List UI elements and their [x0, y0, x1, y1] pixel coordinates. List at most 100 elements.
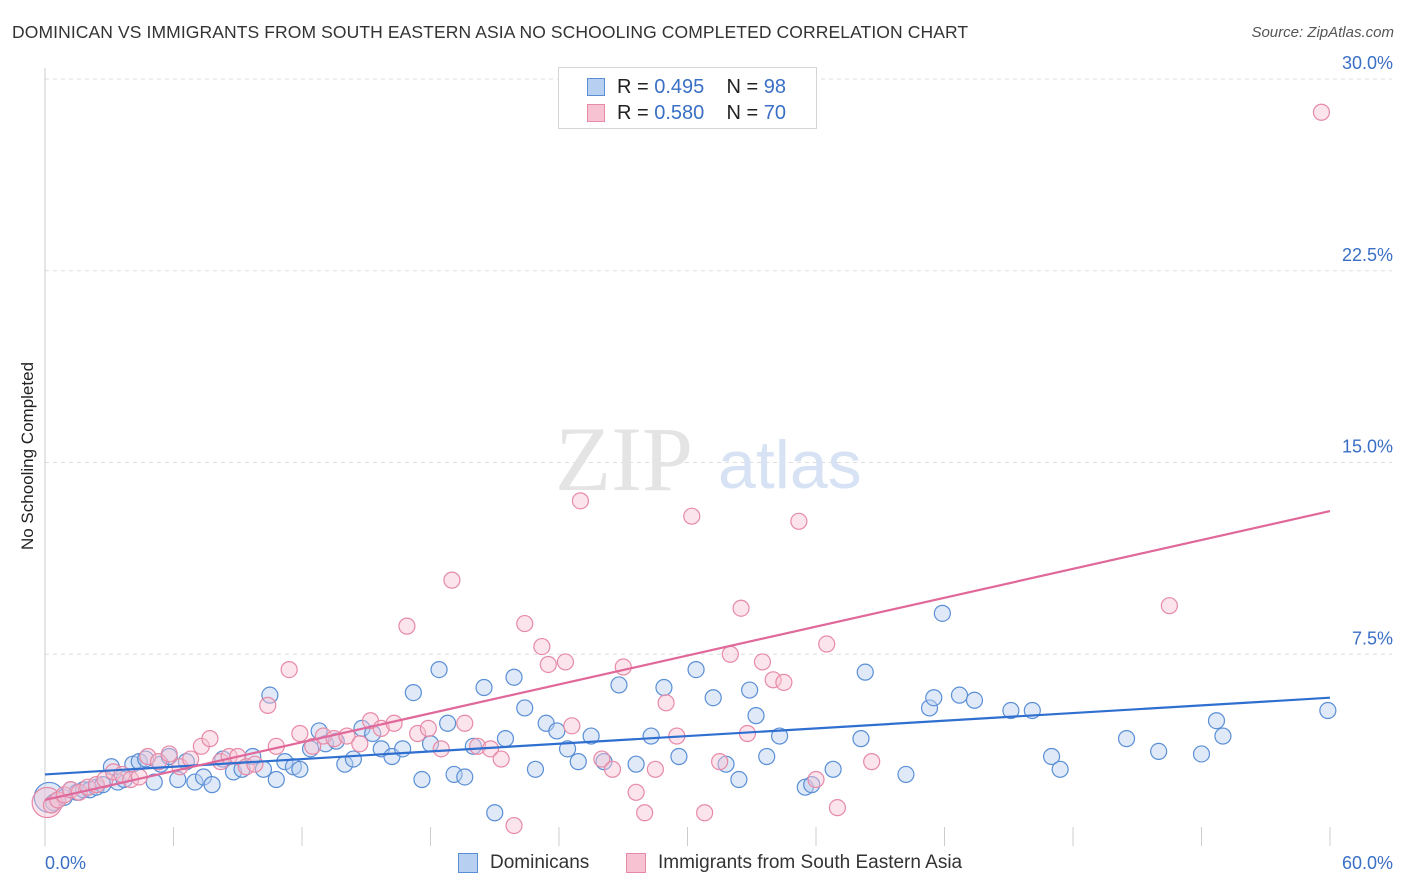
- x-tick-label: 0.0%: [45, 853, 86, 873]
- dominican-point: [642, 727, 660, 745]
- chart-title: DOMINICAN VS IMMIGRANTS FROM SOUTH EASTE…: [12, 22, 969, 42]
- dominican-point: [486, 804, 504, 822]
- immigrant-point: [351, 735, 369, 753]
- dominican-point: [445, 765, 463, 784]
- immigrant-point: [753, 653, 772, 671]
- immigrant-point: [139, 747, 157, 766]
- dominican-point: [569, 753, 587, 771]
- dominican-point: [856, 663, 874, 681]
- dominican-point: [548, 722, 566, 740]
- immigrants-points: [31, 103, 1331, 835]
- immigrant-point: [627, 783, 645, 801]
- immigrant-point: [419, 719, 437, 737]
- dominican-point: [610, 676, 628, 694]
- watermark: ZIP atlas: [555, 408, 862, 510]
- immigrant-point: [398, 617, 416, 635]
- r-value-dominicans: 0.495: [654, 76, 705, 98]
- dominicans-trend-line: [44, 696, 1331, 776]
- dominican-point: [137, 750, 155, 768]
- immigrant-point: [246, 755, 264, 773]
- immigrant-point: [636, 804, 654, 822]
- dominican-point: [920, 699, 939, 717]
- immigrant-point: [818, 635, 836, 653]
- dominican-point: [1192, 745, 1211, 763]
- immigrant-point: [516, 614, 534, 633]
- immigrant-point: [614, 658, 632, 676]
- dominican-point: [439, 714, 457, 732]
- immigrant-point: [563, 717, 581, 735]
- dominican-point: [852, 730, 870, 748]
- immigrant-point: [533, 637, 551, 656]
- dominican-point: [1150, 742, 1168, 761]
- dominicans-points: [33, 604, 1337, 822]
- n-value-immigrants: 70: [763, 102, 787, 124]
- immigrant-point: [539, 655, 557, 674]
- dominican-point: [516, 699, 534, 717]
- y-tick-label: 22.5%: [1342, 245, 1393, 265]
- dominican-point: [186, 773, 204, 791]
- immigrant-point: [807, 770, 825, 789]
- immigrant-point: [505, 816, 523, 835]
- immigrant-point: [828, 799, 847, 817]
- dominican-point: [344, 750, 362, 768]
- dominican-point: [1117, 730, 1136, 748]
- immigrant-point: [603, 760, 622, 778]
- dominican-point: [1042, 747, 1061, 766]
- immigrant-point: [456, 714, 474, 732]
- dominican-point: [950, 686, 969, 704]
- immigrant-point: [556, 653, 575, 671]
- immigrant-point: [259, 696, 277, 714]
- dominican-point: [526, 760, 545, 778]
- immigrant-point: [443, 571, 461, 589]
- trend-lines: [44, 510, 1331, 802]
- dominican-point: [758, 747, 776, 766]
- dominican-point: [169, 770, 187, 789]
- dominican-point: [291, 760, 309, 778]
- dominican-point: [770, 727, 789, 745]
- tick-labels: 7.5% 15.0% 22.5% 30.0% 0.0% 60.0%: [45, 53, 1393, 873]
- dominican-point: [655, 678, 673, 697]
- dominican-point: [747, 707, 765, 725]
- dominican-point: [505, 668, 523, 686]
- r-label: R =: [617, 102, 649, 124]
- dominican-point: [741, 681, 759, 699]
- y-tick-label: 7.5%: [1352, 628, 1393, 648]
- dominican-point: [730, 770, 748, 789]
- axes: [44, 68, 1331, 846]
- gridlines: [45, 78, 1392, 655]
- dominican-point: [1002, 701, 1020, 720]
- dominican-point: [456, 768, 474, 786]
- dominican-point: [203, 776, 221, 794]
- immigrant-point: [683, 507, 701, 525]
- n-value-dominicans: 98: [763, 76, 787, 98]
- dominican-point: [670, 747, 688, 766]
- immigrant-point: [764, 671, 782, 689]
- r-value-immigrants: 0.580: [654, 102, 705, 124]
- immigrant-point: [646, 760, 664, 778]
- legend-swatch-pink: [587, 104, 605, 122]
- immigrant-point: [201, 730, 219, 748]
- immigrant-point: [492, 750, 510, 768]
- dominican-point: [704, 689, 722, 707]
- y-tick-label: 30.0%: [1342, 53, 1393, 73]
- dominican-point: [413, 770, 431, 789]
- immigrant-point: [1312, 103, 1331, 121]
- immigrant-point: [721, 645, 739, 663]
- dominican-point: [1051, 760, 1069, 778]
- immigrant-point: [304, 737, 322, 755]
- immigrant-point: [863, 753, 881, 771]
- immigrant-point: [280, 660, 298, 679]
- r-label: R =: [617, 76, 649, 98]
- dominican-point: [496, 730, 515, 748]
- immigrant-point: [696, 804, 714, 822]
- y-tick-label: 15.0%: [1342, 437, 1393, 457]
- dominican-point: [965, 691, 984, 709]
- dominican-point: [582, 727, 600, 745]
- n-label: N =: [726, 76, 759, 98]
- dominican-point: [430, 660, 448, 679]
- dominican-point: [897, 765, 915, 784]
- immigrant-point: [160, 745, 178, 763]
- dominican-point: [687, 660, 705, 679]
- immigrant-point: [593, 750, 611, 768]
